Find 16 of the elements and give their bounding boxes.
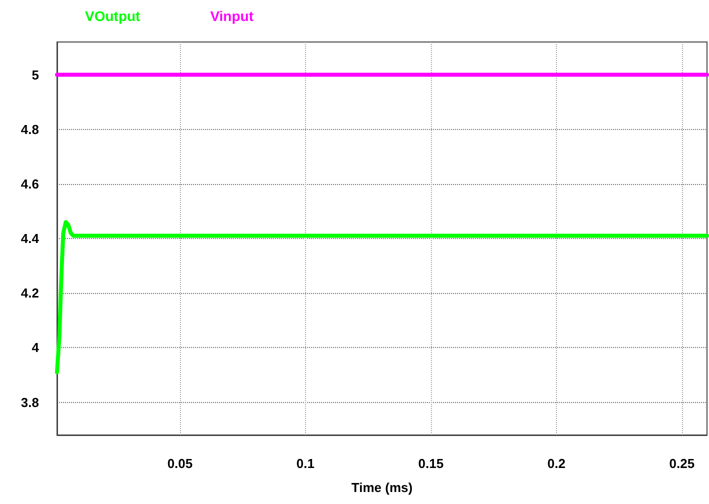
x-tick-label: 0.15 (418, 456, 444, 471)
x-tick-label: 0.2 (547, 456, 566, 471)
y-tick-label: 4 (32, 340, 40, 356)
y-tick-label: 4.6 (20, 176, 39, 192)
text: Vinput (210, 8, 254, 24)
y-tick-label: 4.2 (20, 286, 39, 301)
y-tick-label: 5 (32, 67, 39, 82)
x-tick-label: 0.05 (167, 456, 193, 471)
line-series (55, 220, 709, 374)
x-axis-title: Time (ms) (351, 480, 413, 495)
x-tick-label: 0.25 (669, 456, 695, 471)
y-tick-label: 3.8 (20, 394, 39, 410)
y-tick-label: 4.4 (20, 231, 40, 246)
y-tick-label: 4.8 (20, 122, 39, 137)
text: VOutput (85, 8, 141, 24)
x-tick-label: 0.1 (296, 456, 314, 471)
